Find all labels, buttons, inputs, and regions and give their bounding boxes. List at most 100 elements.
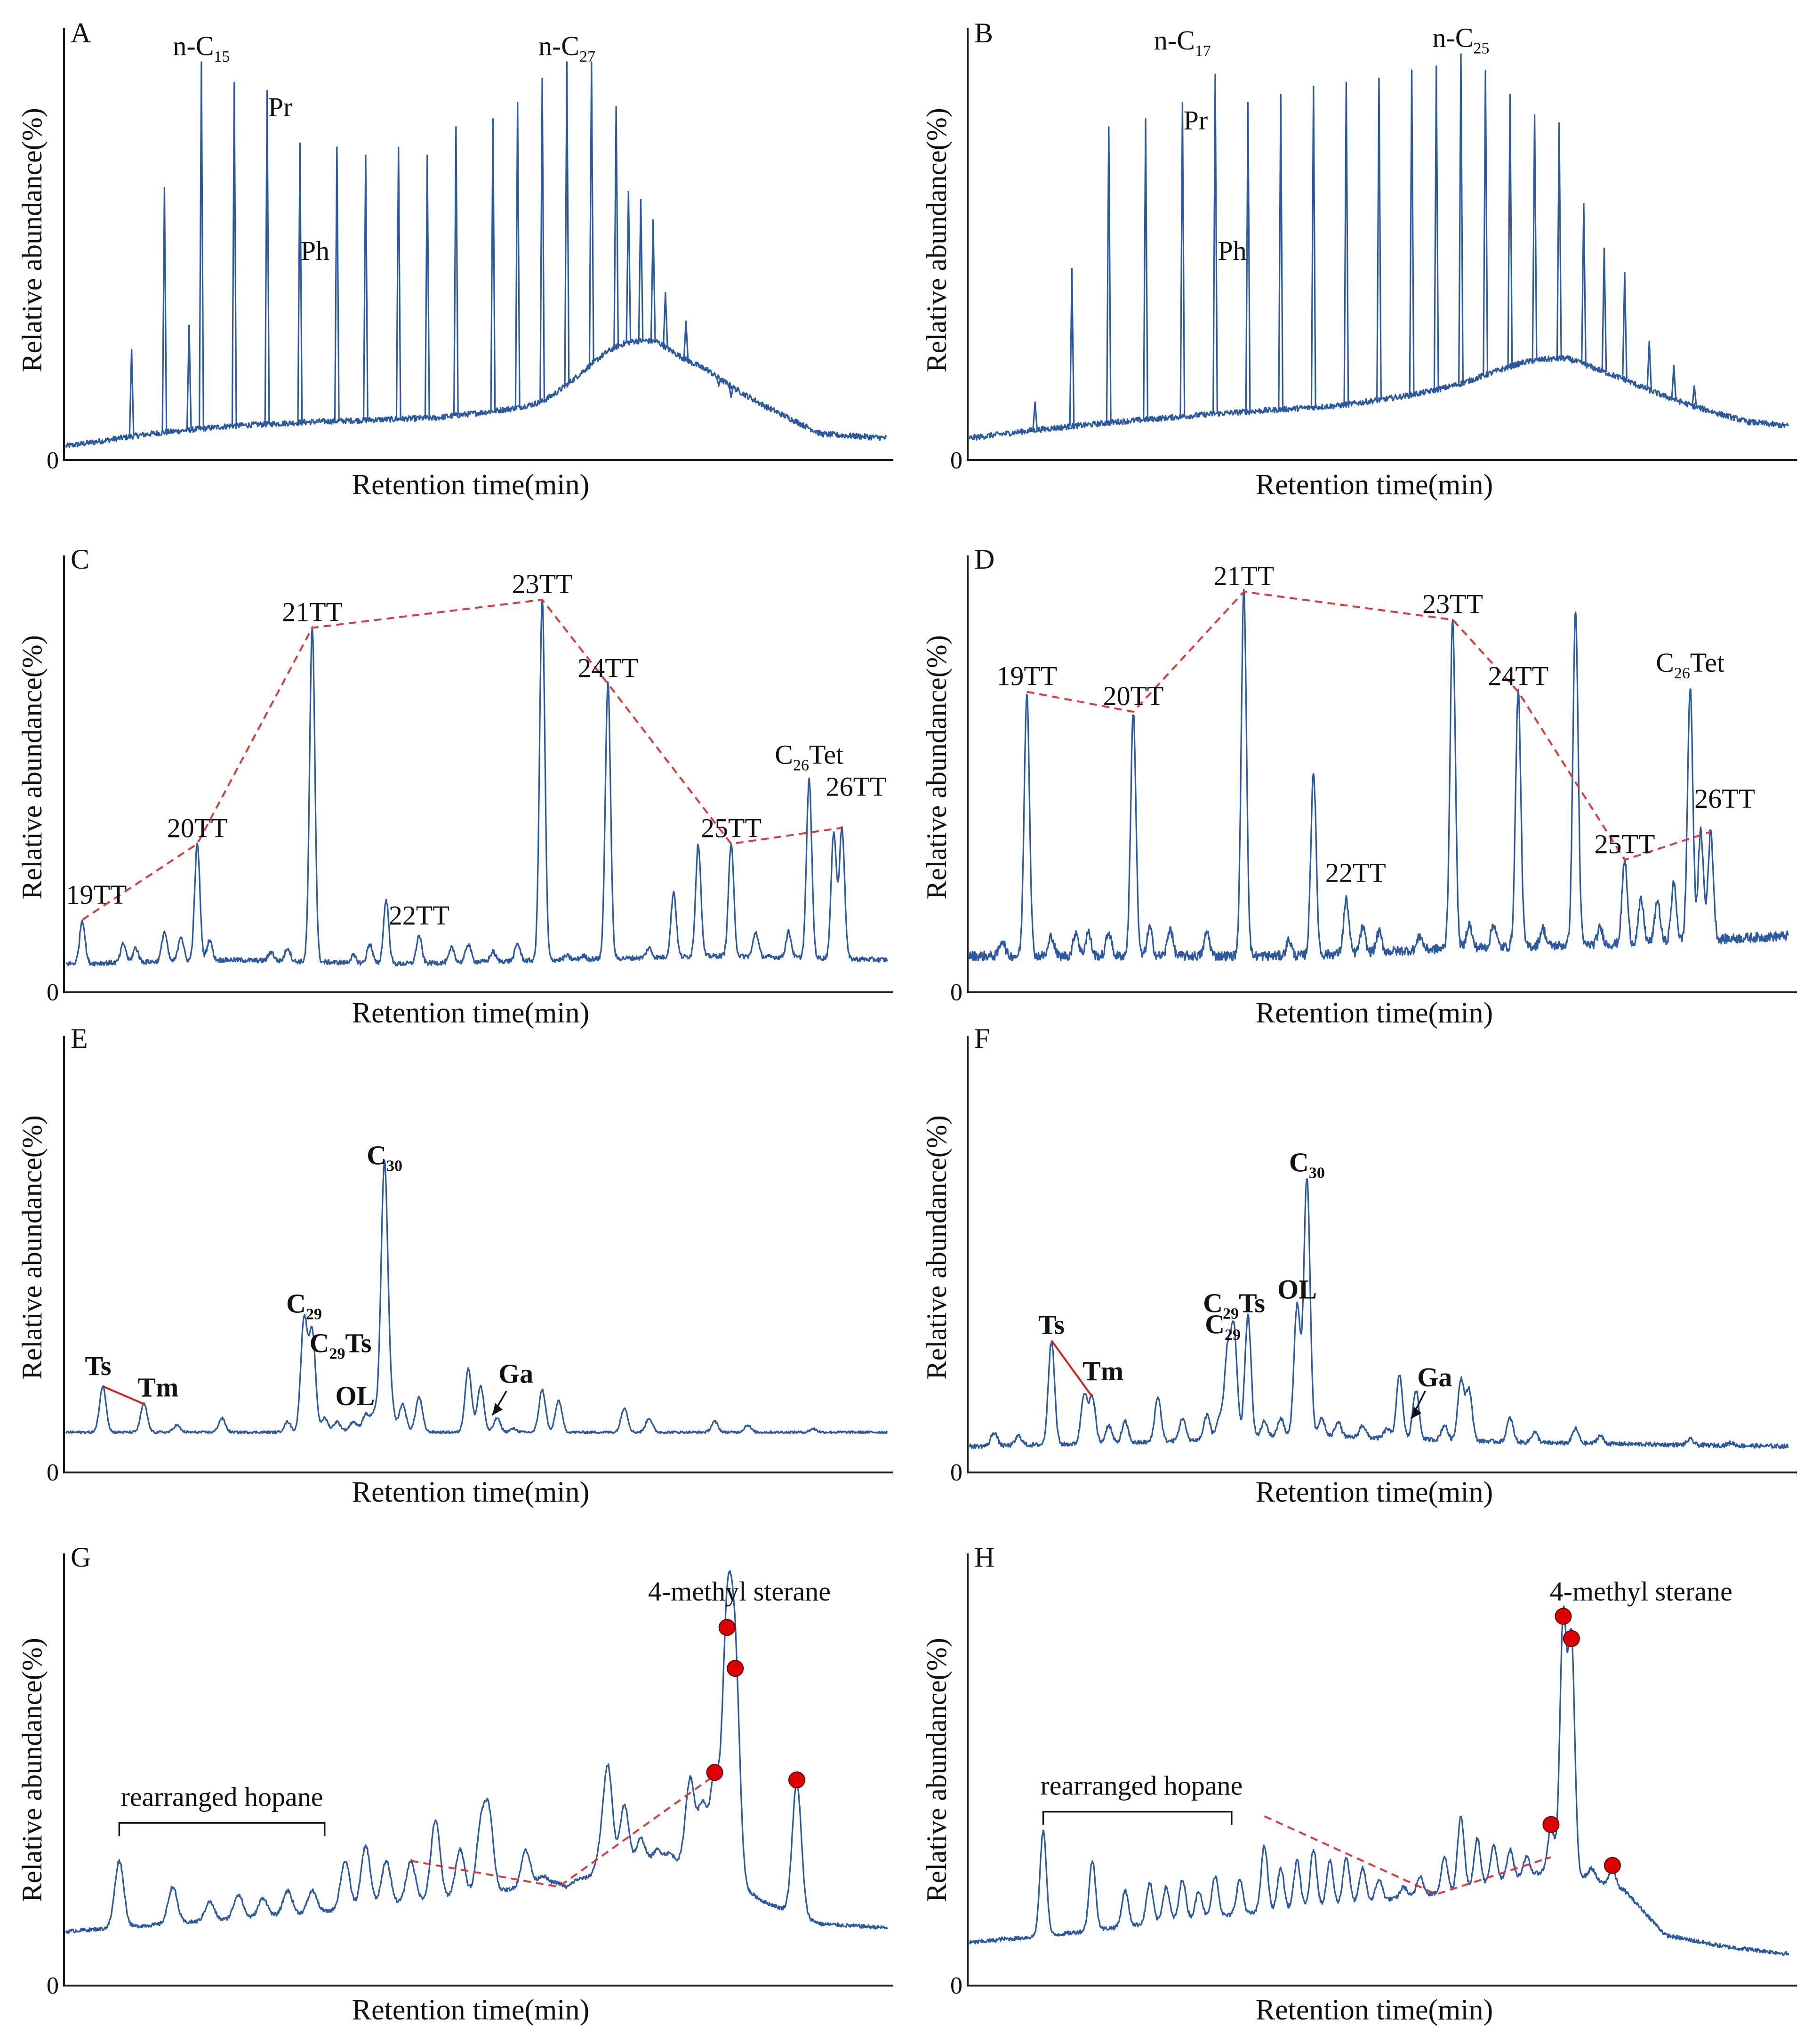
- y-zero-tick-D: 0: [950, 979, 962, 1006]
- y-zero-tick-A: 0: [47, 447, 59, 474]
- peak-A-22: [683, 321, 689, 360]
- peak-label-E-2: C29: [286, 1288, 322, 1323]
- panel-letter-F: F: [974, 1023, 990, 1054]
- sterane-marker-G-3: [788, 1771, 806, 1789]
- trace-D: [969, 589, 1789, 962]
- peak-label-D-4: 23TT: [1422, 589, 1483, 619]
- y-zero-tick-E: 0: [47, 1459, 59, 1486]
- peak-label-D-2: 21TT: [1213, 561, 1274, 591]
- sterane-marker-H-3: [1604, 1857, 1621, 1874]
- peak-B-8: [1310, 86, 1316, 408]
- peak-A-23: [699, 367, 705, 370]
- peak-label-E-4: OL: [335, 1381, 375, 1411]
- peak-A-10: [424, 154, 430, 418]
- peak-A-6: [297, 142, 303, 423]
- trend-line-D: [1026, 590, 1711, 861]
- peak-label-F-0: Ts: [1038, 1310, 1065, 1340]
- axes-E: [63, 1036, 893, 1473]
- y-zero-tick-H: 0: [950, 1972, 962, 1999]
- peak-label-C-0: 19TT: [66, 879, 127, 910]
- peak-label-C-6: 25TT: [701, 813, 762, 844]
- peak-label-H-0: 4-methyl sterane: [1550, 1576, 1732, 1607]
- plot-H: 4-methyl sterane rearranged hopane: [969, 1576, 1789, 1956]
- peak-A-14: [539, 78, 545, 402]
- peak-label-D-8: 26TT: [1694, 783, 1755, 814]
- y-zero-tick-B: 0: [950, 447, 962, 474]
- panel-letter-D: D: [974, 544, 994, 575]
- x-axis-title-H: Retention time(min): [1256, 1994, 1493, 2026]
- sterane-marker-G-2: [727, 1660, 744, 1677]
- peak-B-10: [1376, 78, 1382, 400]
- peak-B-4: [1179, 102, 1186, 417]
- peak-A-11: [453, 126, 459, 416]
- peak-label-C-2: 21TT: [282, 597, 343, 627]
- sterane-marker-H-2: [1563, 1630, 1580, 1647]
- y-axis-title-G: Relative abundance(%): [16, 1638, 48, 1902]
- trend-line-C: [81, 598, 842, 921]
- peak-label-G-1: rearranged hopane: [121, 1781, 323, 1812]
- x-axis-title-A: Retention time(min): [352, 469, 590, 501]
- peak-B-22: [1671, 365, 1677, 400]
- peak-B-9: [1343, 81, 1349, 405]
- peak-label-E-1: Tm: [137, 1372, 178, 1403]
- peak-B-7: [1278, 94, 1284, 410]
- peak-label-F-4: OL: [1277, 1274, 1317, 1305]
- y-axis-title-D: Relative abundance(%): [921, 635, 952, 899]
- peak-B-19: [1601, 248, 1607, 372]
- peak-label-E-5: C30: [367, 1140, 402, 1175]
- peak-A-15: [564, 61, 570, 385]
- peak-A-16: [588, 61, 594, 364]
- peak-B-20: [1622, 272, 1628, 380]
- peak-label-E-6: Ga: [498, 1359, 533, 1389]
- y-zero-tick-C: 0: [47, 979, 59, 1006]
- peak-label-F-1: Tm: [1082, 1356, 1123, 1386]
- sterane-marker-H-0: [1542, 1816, 1560, 1833]
- peak-B-6: [1245, 102, 1251, 412]
- peak-A-24: [716, 378, 722, 388]
- y-axis-title-H: Relative abundance(%): [921, 1638, 952, 1902]
- panel-letter-H: H: [974, 1542, 994, 1573]
- y-zero-tick-G: 0: [47, 1972, 59, 1999]
- trace-H: [969, 1605, 1789, 1956]
- peak-A-4: [231, 81, 237, 426]
- peak-label-D-5: 24TT: [1488, 661, 1548, 692]
- panel-letter-E: E: [71, 1023, 88, 1054]
- rearranged-hopane-bracket-H: [1042, 1810, 1233, 1825]
- y-axis-title-A: Relative abundance(%): [16, 108, 48, 372]
- peak-label-D-1: 20TT: [1103, 681, 1164, 711]
- peak-label-C-5: 24TT: [577, 653, 638, 684]
- panel-letter-C: C: [71, 544, 89, 575]
- peak-label-C-1: 20TT: [167, 813, 228, 844]
- y-axis-title-C: Relative abundance(%): [16, 635, 48, 899]
- peak-B-3: [1143, 118, 1149, 420]
- panel-letter-A: A: [71, 17, 91, 48]
- peak-B-13: [1458, 53, 1464, 384]
- ga-arrowhead-E: [492, 1403, 503, 1416]
- x-axis-title-E: Retention time(min): [352, 1476, 590, 1508]
- peak-B-16: [1531, 114, 1538, 361]
- peak-A-19: [638, 199, 644, 341]
- x-axis-title-D: Retention time(min): [1256, 997, 1493, 1029]
- y-axis-title-E: Relative abundance(%): [16, 1115, 48, 1379]
- peak-A-13: [514, 102, 521, 408]
- x-axis-title-F: Retention time(min): [1256, 1476, 1493, 1508]
- peak-A-20: [650, 219, 656, 342]
- axes-G: [63, 1553, 893, 1987]
- peak-label-E-0: Ts: [85, 1351, 112, 1381]
- trace-B: [969, 355, 1789, 441]
- trace-E: [65, 1159, 888, 1434]
- peak-label-A-1: n-C27: [538, 31, 595, 65]
- peak-B-1: [1069, 268, 1075, 426]
- peak-B-12: [1433, 65, 1439, 390]
- sterane-marker-G-0: [706, 1764, 723, 1781]
- peak-B-2: [1106, 126, 1112, 423]
- trace-F: [969, 1178, 1789, 1449]
- plot-D: 19TT 20TT 21TT 22TT 23TT 24TT 25TT C26Tet 26TT: [969, 561, 1789, 962]
- peak-A-18: [625, 191, 632, 343]
- plot-B: n-C17 n-C25 Pr Ph: [969, 23, 1789, 441]
- peak-label-C-8: 26TT: [826, 772, 887, 802]
- plot-A: n-C15 n-C27 Pr Ph: [65, 31, 888, 449]
- peak-label-C-3: 22TT: [389, 900, 449, 931]
